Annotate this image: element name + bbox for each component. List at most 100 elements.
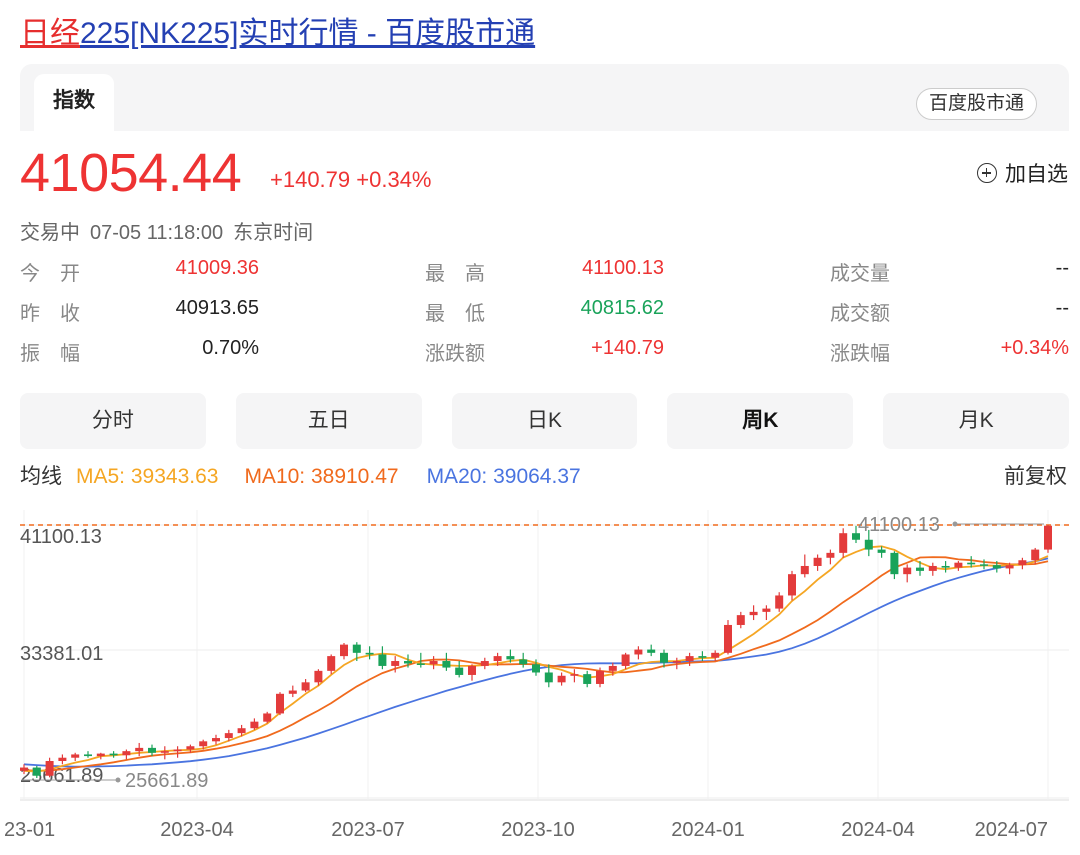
candle-down bbox=[442, 661, 451, 668]
x-tick-label: 2024-01 bbox=[671, 819, 744, 841]
ma-label: 均线 bbox=[20, 465, 62, 488]
y-tick-label: 33381.01 bbox=[20, 643, 103, 665]
add-watchlist-label: 加自选 bbox=[1005, 163, 1068, 186]
candle-down bbox=[32, 767, 41, 776]
turnover-label: 成交额 bbox=[830, 303, 890, 325]
tab-intraday[interactable]: 分时 bbox=[20, 393, 206, 449]
candle-up bbox=[173, 749, 182, 752]
candle-down bbox=[916, 567, 924, 571]
candle-up bbox=[314, 670, 323, 683]
candle-down bbox=[941, 565, 950, 568]
candle-down bbox=[519, 659, 528, 665]
candle-up bbox=[839, 533, 848, 553]
candle-up bbox=[71, 754, 80, 758]
x-tick-label: 2023-10 bbox=[501, 819, 574, 841]
candle-up bbox=[826, 552, 835, 558]
candle-up bbox=[96, 753, 105, 757]
candle-down bbox=[109, 753, 118, 756]
candle-up bbox=[58, 757, 67, 761]
period-tabs: 分时 五日 日K 周K 月K bbox=[20, 393, 1069, 449]
candle-up bbox=[813, 557, 822, 566]
candle-up bbox=[762, 608, 771, 612]
candle-up bbox=[391, 661, 400, 666]
candle-up bbox=[20, 767, 28, 771]
ma5-value: MA5: 39343.63 bbox=[76, 465, 219, 488]
page-title-link[interactable]: 225[NK225]实时行情 - 百度股市通 bbox=[80, 17, 536, 50]
candle-up bbox=[570, 674, 579, 676]
candle-down bbox=[877, 549, 886, 553]
candle-up bbox=[301, 682, 310, 691]
x-tick-label: 2023-07 bbox=[331, 819, 404, 841]
ma20-value: MA20: 39064.37 bbox=[426, 465, 581, 488]
change-amount-value: +140.79 bbox=[591, 337, 664, 359]
open-label: 今 开 bbox=[20, 263, 80, 285]
candle-up bbox=[224, 733, 233, 739]
candle-up bbox=[122, 751, 131, 756]
change-percent-label: 涨跌幅 bbox=[830, 343, 890, 365]
page-title-highlight[interactable]: 日经 bbox=[20, 17, 80, 50]
tab-daily-k[interactable]: 日K bbox=[451, 393, 638, 449]
candle-up bbox=[775, 595, 784, 609]
trade-state: 交易中 bbox=[20, 222, 80, 244]
candle-up bbox=[288, 690, 297, 694]
amplitude-value: 0.70% bbox=[202, 337, 259, 359]
stats-row: 今 开 41009.36 最 高 41100.13 成交量 -- bbox=[20, 257, 1069, 287]
tab-index[interactable]: 指数 bbox=[34, 74, 114, 131]
candle-up bbox=[212, 738, 220, 742]
current-price: 41054.44 bbox=[20, 143, 242, 203]
tab-monthly-k[interactable]: 月K bbox=[883, 393, 1069, 449]
trade-datetime: 07-05 11:18:00 bbox=[90, 222, 224, 244]
candle-up bbox=[327, 656, 336, 671]
candle-up bbox=[903, 567, 912, 575]
candle-down bbox=[864, 539, 873, 550]
candle-up bbox=[1005, 565, 1014, 569]
candle-down bbox=[455, 667, 464, 675]
tab-weekly-k[interactable]: 周K bbox=[667, 393, 854, 449]
candle-up bbox=[672, 661, 681, 663]
candle-down bbox=[698, 656, 707, 658]
candle-up bbox=[800, 565, 809, 575]
candle-down bbox=[544, 672, 553, 683]
candle-up bbox=[480, 661, 489, 666]
candle-up bbox=[135, 747, 144, 752]
price-change-amount: +140.79 bbox=[270, 167, 351, 192]
candle-down bbox=[992, 565, 1001, 569]
high-label: 最 高 bbox=[425, 263, 485, 285]
candle-down bbox=[84, 754, 92, 757]
trade-timezone: 东京时间 bbox=[233, 222, 314, 244]
candle-up bbox=[724, 624, 732, 653]
candle-up bbox=[736, 615, 745, 625]
candle-up bbox=[1044, 525, 1052, 550]
candle-up bbox=[711, 652, 720, 658]
candle-up bbox=[160, 751, 169, 753]
candle-down bbox=[404, 661, 412, 664]
source-badge[interactable]: 百度股市通 bbox=[915, 88, 1037, 120]
change-amount-label: 涨跌额 bbox=[425, 343, 485, 365]
low-label: 最 低 bbox=[425, 303, 485, 325]
candle-up bbox=[429, 661, 438, 665]
card-header: 指数 百度股市通 bbox=[20, 64, 1069, 131]
candle-down bbox=[416, 663, 425, 665]
price-change: +140.79 +0.34% bbox=[270, 166, 432, 194]
amplitude-label: 振 幅 bbox=[20, 343, 80, 365]
page-title[interactable]: 日经225[NK225]实时行情 - 百度股市通 bbox=[20, 14, 535, 54]
candle-down bbox=[532, 664, 540, 673]
candle-up bbox=[199, 741, 208, 747]
x-tick-label: 2023-04 bbox=[160, 819, 233, 841]
candle-up bbox=[276, 693, 284, 714]
candle-up bbox=[928, 565, 937, 571]
trade-status: 交易中 07-05 11:18:00 东京时间 bbox=[20, 218, 323, 248]
ma5-line bbox=[23, 545, 1049, 773]
tab-five-day[interactable]: 五日 bbox=[235, 393, 422, 449]
candle-up bbox=[1018, 560, 1027, 566]
min-marker-dot bbox=[115, 777, 121, 783]
x-tick-label: 23-01 bbox=[4, 819, 55, 841]
candle-up bbox=[749, 611, 758, 616]
prev-close-label: 昨 收 bbox=[20, 303, 80, 325]
candle-up bbox=[608, 665, 617, 671]
candlestick-chart[interactable]: 41100.13 33381.01 25661.89 41100.13 25661.89… bbox=[0, 500, 1080, 855]
candle-up bbox=[634, 649, 643, 655]
price-change-percent: +0.34% bbox=[356, 167, 432, 192]
adjust-mode[interactable]: 前复权 bbox=[1004, 465, 1067, 488]
add-watchlist-button[interactable]: 加自选 bbox=[977, 158, 1068, 188]
